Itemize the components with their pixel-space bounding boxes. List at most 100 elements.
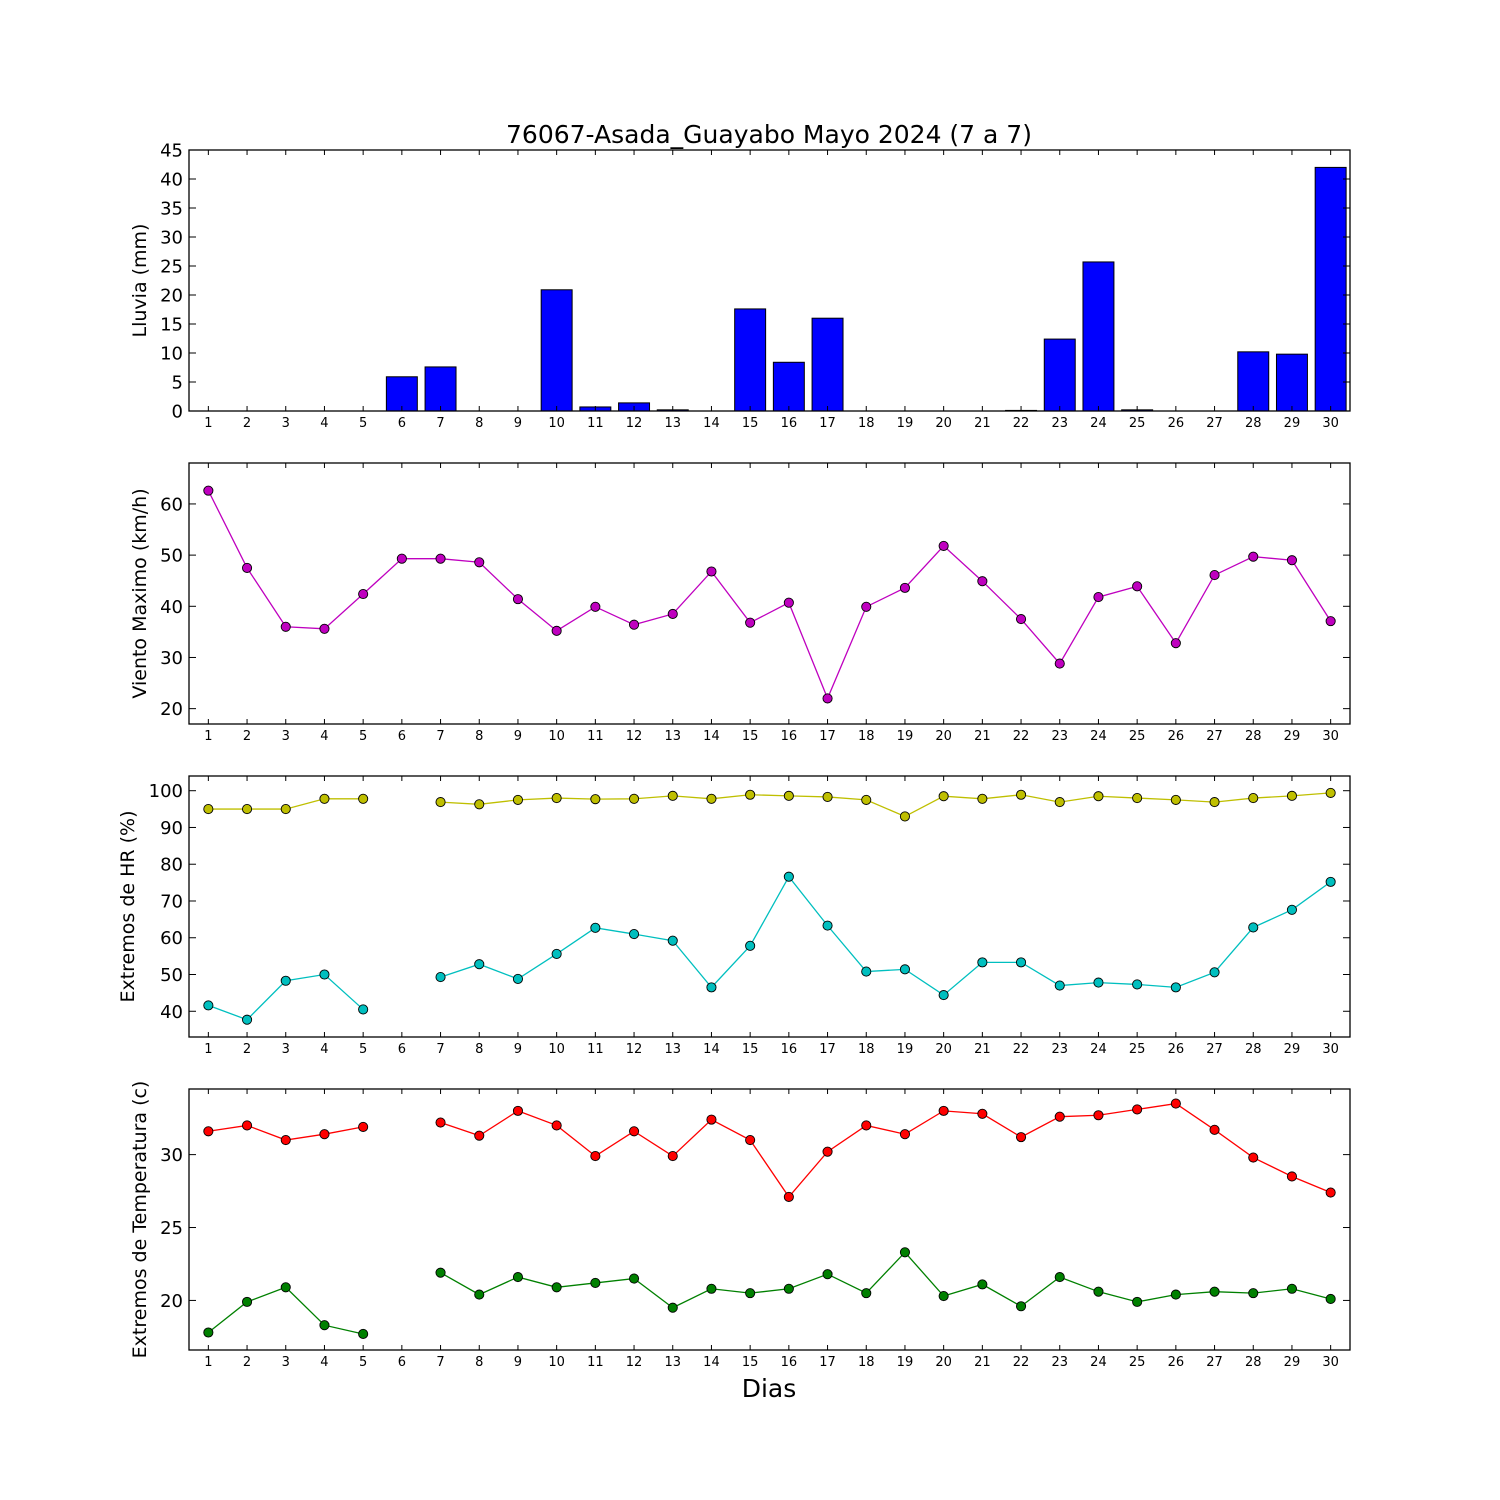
humidity-xtick-label: 30 xyxy=(1322,1042,1339,1057)
hr-min-point xyxy=(551,948,562,959)
wind-xtick-label: 15 xyxy=(742,729,759,744)
wind-xtick-label: 24 xyxy=(1090,729,1107,744)
rain-xtick-label: 19 xyxy=(897,416,914,431)
wind-xtick-label: 18 xyxy=(858,729,875,744)
temp-min-point xyxy=(899,1247,911,1258)
wind-xtick-label: 30 xyxy=(1322,729,1339,744)
temp-min-line xyxy=(207,1286,364,1335)
hr-min-point xyxy=(1325,876,1336,887)
hr-max-point xyxy=(512,794,524,805)
wind-xtick-label: 28 xyxy=(1245,729,1262,744)
wind-max-point xyxy=(861,601,872,612)
temperature-xtick-label: 10 xyxy=(548,1355,565,1370)
temp-max-point xyxy=(1132,1104,1143,1115)
wind-xtick-label: 5 xyxy=(359,729,367,744)
wind-max-point xyxy=(280,621,291,632)
temp-min-point xyxy=(203,1327,214,1338)
wind-xtick-label: 8 xyxy=(475,729,483,744)
temp-min-point xyxy=(861,1288,872,1299)
hr-min-point xyxy=(435,972,446,983)
temperature-xtick-label: 3 xyxy=(282,1355,290,1370)
rain-bar xyxy=(385,376,418,412)
temp-max-point xyxy=(783,1191,794,1202)
humidity-series xyxy=(203,787,1336,1025)
humidity-xtick-label: 3 xyxy=(282,1042,290,1057)
wind-max-point xyxy=(977,576,988,587)
wind-max-point xyxy=(1325,616,1336,627)
wind-max-point xyxy=(938,540,949,551)
rain-plot-frame xyxy=(188,149,1351,412)
hr-min-point xyxy=(1093,977,1104,988)
rain-xtick-label: 15 xyxy=(742,416,759,431)
temp-max-point xyxy=(977,1108,988,1119)
humidity-xtick-label: 5 xyxy=(359,1042,367,1057)
rain-xtick-label: 4 xyxy=(320,416,328,431)
temp-max-point xyxy=(241,1120,253,1131)
temperature-xtick-label: 30 xyxy=(1322,1355,1339,1370)
wind-max-point xyxy=(512,594,524,605)
hr-min-point xyxy=(203,1000,214,1011)
temp-max-point xyxy=(474,1130,485,1141)
wind-max-point xyxy=(358,588,369,600)
humidity-xtick-label: 10 xyxy=(548,1042,565,1057)
hr-max-point xyxy=(706,793,717,804)
temperature-xtick-label: 21 xyxy=(974,1355,991,1370)
wind-xtick-label: 13 xyxy=(664,729,681,744)
temp-min-point xyxy=(280,1282,291,1293)
rain-bars xyxy=(385,166,1347,412)
rain-bar xyxy=(1043,338,1076,412)
temp-min-point xyxy=(1286,1283,1297,1294)
hr-max-point xyxy=(938,791,949,802)
wind-xtick-label: 7 xyxy=(436,729,444,744)
temp-min-point xyxy=(241,1296,253,1307)
hr-max-point xyxy=(435,797,446,808)
humidity-xtick-label: 20 xyxy=(935,1042,952,1057)
temperature-xtick-label: 12 xyxy=(626,1355,643,1370)
humidity-xtick-label: 1 xyxy=(204,1042,212,1057)
rain-xtick-label: 27 xyxy=(1206,416,1223,431)
wind-max-point xyxy=(590,601,601,612)
hr-max-point xyxy=(1325,787,1336,798)
hr-min-point xyxy=(977,957,988,968)
wind-max-point xyxy=(1016,614,1027,625)
wind-max-point xyxy=(706,566,717,577)
humidity-xtick-label: 25 xyxy=(1129,1042,1146,1057)
temp-max-point xyxy=(1054,1111,1065,1122)
wind-xtick-label: 26 xyxy=(1168,729,1185,744)
rain-xtick-label: 5 xyxy=(359,416,367,431)
hr-min-point xyxy=(629,929,640,940)
hr-min-point xyxy=(474,959,485,970)
rain-xtick-label: 6 xyxy=(398,416,406,431)
rain-bar xyxy=(1082,261,1115,412)
temp-max-point xyxy=(938,1105,949,1116)
wind-xtick-label: 2 xyxy=(243,729,251,744)
hr-min-point xyxy=(241,1014,253,1025)
humidity-xtick-label: 23 xyxy=(1051,1042,1068,1057)
rain-bar xyxy=(540,289,573,412)
rain-ytick-label: 45 xyxy=(160,141,183,162)
hr-max-point xyxy=(977,793,988,804)
hr-min-point xyxy=(1132,979,1143,990)
hr-min-point xyxy=(358,1004,369,1015)
hr-max-point xyxy=(1054,797,1065,808)
rain-ytick-label: 15 xyxy=(160,315,183,336)
temperature-xtick-label: 26 xyxy=(1168,1355,1185,1370)
wind-max-point xyxy=(474,557,485,568)
wind-max-point xyxy=(241,562,253,573)
hr-max-point xyxy=(1248,793,1259,804)
rain-xtick-label: 13 xyxy=(664,416,681,431)
hr-min-point xyxy=(938,990,949,1001)
wind-max-point xyxy=(1054,658,1065,669)
temperature-xtick-label: 9 xyxy=(514,1355,522,1370)
humidity-xtick-label: 17 xyxy=(819,1042,836,1057)
humidity-xtick-label: 11 xyxy=(587,1042,604,1057)
wind-max-point xyxy=(745,617,756,628)
temperature-xtick-label: 17 xyxy=(819,1355,836,1370)
humidity-xtick-label: 9 xyxy=(514,1042,522,1057)
wind-max-point xyxy=(1093,592,1104,603)
rain-xtick-label: 17 xyxy=(819,416,836,431)
wind-xtick-label: 22 xyxy=(1013,729,1030,744)
